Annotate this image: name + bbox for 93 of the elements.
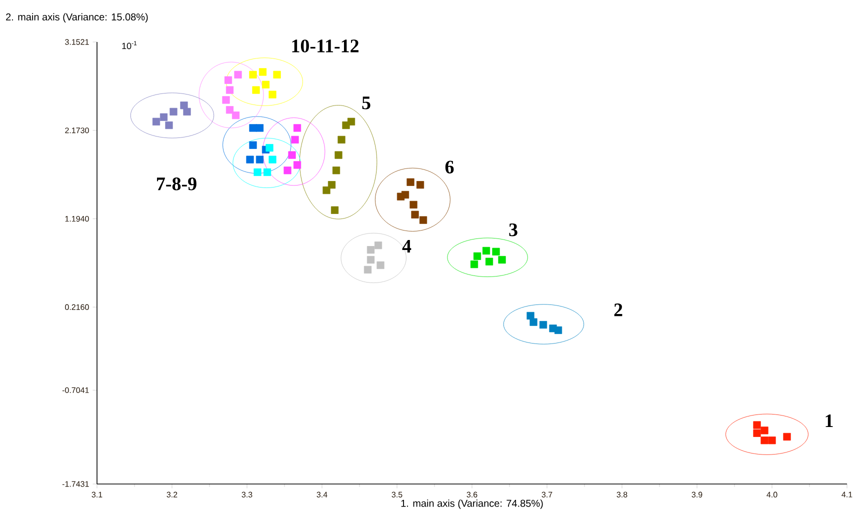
point [322, 186, 330, 194]
point [338, 136, 346, 144]
annotation: 2 [614, 304, 622, 316]
point [364, 266, 372, 274]
point [396, 192, 405, 200]
x-tick-label: 4.1 [842, 492, 852, 498]
point [332, 166, 340, 174]
y-tick-label: 3.1521 [65, 39, 89, 45]
point [470, 260, 478, 268]
point [411, 210, 419, 218]
point [760, 426, 768, 434]
point [347, 118, 356, 126]
annotation: 1 [826, 414, 833, 428]
y-tick-label: -1.7431 [62, 481, 89, 487]
point [760, 436, 768, 444]
point [273, 70, 281, 78]
point [376, 261, 384, 269]
point [419, 216, 428, 224]
point [366, 246, 375, 254]
point [554, 326, 562, 334]
point [753, 421, 761, 429]
point [406, 178, 414, 186]
point [232, 112, 240, 120]
point [249, 124, 257, 132]
point [160, 113, 168, 121]
y-tick-label: -0.7041 [62, 387, 89, 394]
point [234, 70, 242, 78]
point [293, 161, 302, 169]
point [268, 156, 276, 164]
point [328, 181, 336, 189]
point [226, 106, 234, 114]
x-tick-label: 3.4 [316, 492, 328, 498]
point [485, 258, 494, 266]
x-tick-label: 4.0 [766, 492, 778, 498]
point [482, 246, 490, 255]
point [473, 252, 482, 260]
annotation: 6 [445, 160, 454, 174]
point [165, 121, 173, 130]
annotation: 7-8-9 [157, 177, 196, 190]
point [226, 86, 234, 94]
point [224, 76, 232, 84]
point [180, 102, 188, 110]
point [768, 436, 776, 444]
x-tick-label: 3.9 [692, 492, 702, 498]
annotation: 4 [402, 240, 412, 252]
point [152, 118, 160, 126]
point [291, 136, 299, 144]
point [258, 68, 267, 76]
point [374, 242, 382, 250]
point [252, 86, 260, 94]
point [498, 256, 506, 264]
point [266, 144, 274, 152]
y-tick-label: 1.1940 [65, 216, 89, 222]
point [222, 96, 230, 104]
point [783, 432, 791, 441]
point [753, 429, 761, 437]
point [366, 256, 375, 264]
y-axis-title: 2. main axis (Variance: 15.08%) [6, 13, 148, 22]
point [249, 141, 257, 149]
x-tick-label: 3.7 [542, 492, 552, 498]
point [530, 318, 538, 326]
point [249, 70, 257, 78]
point [256, 124, 264, 132]
point [539, 320, 548, 329]
point [263, 168, 272, 176]
point [254, 168, 262, 176]
x-tick-label: 3.5 [392, 492, 402, 498]
point [334, 151, 342, 159]
point [170, 108, 178, 116]
point [262, 80, 270, 88]
annotation: 10-11-12 [292, 40, 358, 52]
x-tick-label: 3.8 [616, 492, 628, 498]
annotation: 3 [509, 223, 518, 236]
y-tick-label: 2.1730 [65, 128, 89, 134]
point [284, 166, 292, 174]
x-axis-title: 1. main axis (Variance: 74.85%) [401, 500, 543, 509]
point [268, 90, 276, 98]
point [256, 156, 264, 164]
point [416, 181, 424, 189]
point [330, 206, 339, 214]
point [293, 124, 302, 132]
x-tick-label: 3.2 [166, 492, 178, 498]
y-tick-label: 0.2160 [65, 304, 89, 310]
point [288, 151, 296, 159]
annotation: 5 [362, 96, 370, 110]
point [492, 248, 500, 256]
point [183, 108, 191, 116]
point [410, 200, 418, 209]
annotation: 10$^{-1}$ [122, 41, 137, 50]
point [246, 156, 254, 164]
x-tick-label: 3.6 [466, 492, 478, 498]
x-tick-label: 3.3 [242, 492, 252, 498]
x-tick-label: 3.1 [92, 492, 102, 498]
